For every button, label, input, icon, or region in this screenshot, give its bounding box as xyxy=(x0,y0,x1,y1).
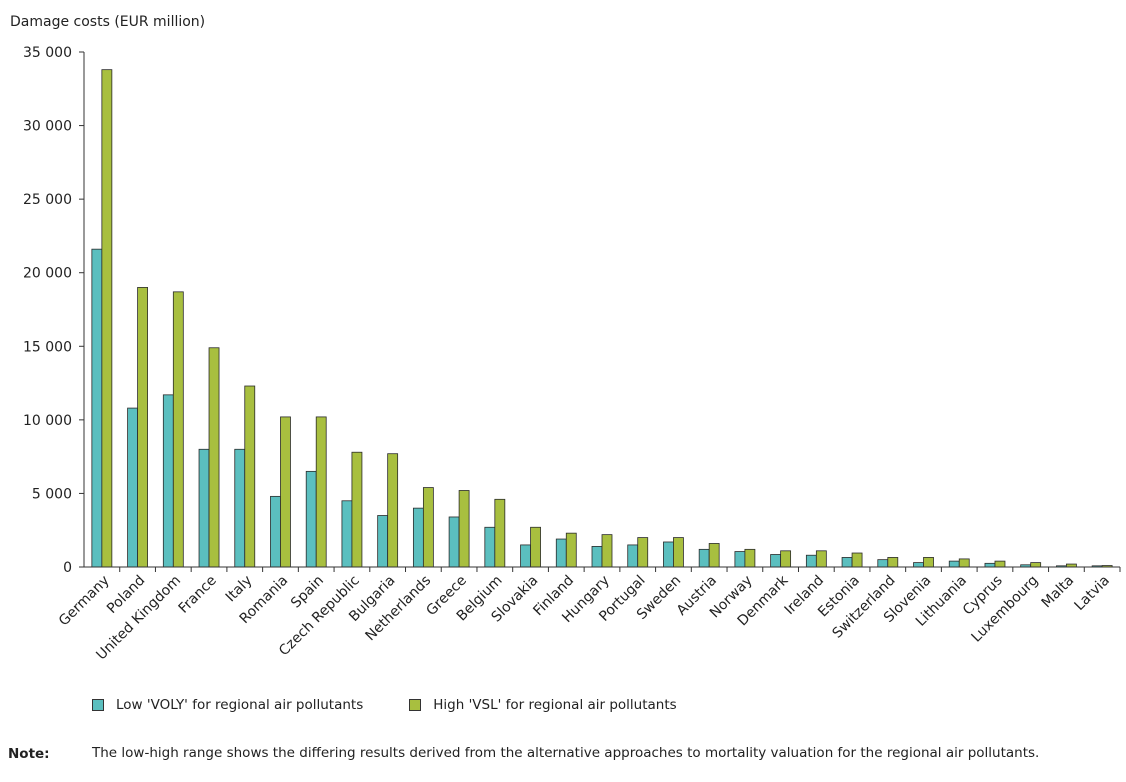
y-tick-label: 15 000 xyxy=(23,339,72,355)
bar-high xyxy=(351,451,363,568)
bar-low xyxy=(127,407,138,568)
note-label: Note: xyxy=(8,746,50,762)
bar-high xyxy=(673,537,684,568)
bar-high xyxy=(315,416,327,568)
bar-high xyxy=(923,557,934,568)
legend-label-high: High 'VSL' for regional air pollutants xyxy=(433,697,677,713)
y-tick-label: 30 000 xyxy=(23,119,72,135)
legend-swatch-high xyxy=(409,699,422,711)
bar-low xyxy=(877,559,889,568)
bar-high xyxy=(708,543,720,568)
bar-low xyxy=(698,548,710,568)
note-text: The low-high range shows the differing r… xyxy=(92,745,1040,761)
bar-high xyxy=(208,347,220,568)
bar-low xyxy=(841,557,853,568)
bar-high xyxy=(458,490,470,568)
legend-swatch-low xyxy=(92,699,104,711)
bar-high xyxy=(744,548,756,568)
bar-low xyxy=(913,562,924,568)
bar-low xyxy=(805,554,817,568)
bar-low xyxy=(555,538,567,568)
bar-high xyxy=(101,69,113,568)
y-tick-label: 10 000 xyxy=(23,413,72,429)
legend-item-low: Low 'VOLY' for regional air pollutants xyxy=(92,697,363,713)
bar-low xyxy=(770,554,782,568)
bar-high xyxy=(244,385,256,568)
bar-low xyxy=(198,448,210,568)
bar-low xyxy=(270,495,281,568)
y-tick-label: 20 000 xyxy=(23,266,72,282)
y-axis: 0 5 000 10 000 15 000 20 000 25 000 30 000 35 0… xyxy=(23,45,85,576)
bar-low xyxy=(663,541,674,568)
x-tick-label: Latvia xyxy=(1072,573,1113,614)
bar-high xyxy=(994,560,1006,568)
bar-high xyxy=(494,498,506,568)
y-tick-label: 5 000 xyxy=(32,486,72,502)
bar-high xyxy=(851,552,863,568)
bar-high xyxy=(601,534,613,568)
x-tick-label: Germany xyxy=(56,573,113,630)
legend-label-low: Low 'VOLY' for regional air pollutants xyxy=(116,697,364,713)
bar-high xyxy=(1030,562,1042,568)
bar-high xyxy=(565,532,577,568)
bar-high xyxy=(280,416,291,568)
bar-low xyxy=(412,507,424,568)
bar-low xyxy=(377,515,389,568)
x-tick-label: France xyxy=(176,573,220,617)
bar-high xyxy=(172,291,184,568)
bar-high xyxy=(137,287,148,568)
y-tick-label: 0 xyxy=(63,560,72,576)
bar-low xyxy=(91,248,103,568)
y-tick-label: 35 000 xyxy=(23,45,72,61)
bar-high xyxy=(958,558,970,568)
bar-chart: Damage costs (EUR million) 0 5 000 10 000 1… xyxy=(10,14,1121,663)
bars-group xyxy=(91,69,1113,568)
bar-high xyxy=(780,550,792,568)
bar-high xyxy=(637,537,649,568)
bar-low xyxy=(234,448,246,568)
bar-high xyxy=(387,453,399,568)
bar-low xyxy=(484,526,496,568)
legend: Low 'VOLY' for regional air pollutants H… xyxy=(92,697,723,713)
y-tick-label: 25 000 xyxy=(23,192,72,208)
bar-low xyxy=(627,544,639,568)
legend-item-high: High 'VSL' for regional air pollutants xyxy=(409,697,677,713)
bar-low xyxy=(591,546,603,568)
bar-high xyxy=(887,557,899,568)
x-tick-label: Italy xyxy=(223,573,256,606)
x-tick-label: Malta xyxy=(1039,573,1078,612)
bar-high xyxy=(422,487,434,568)
y-axis-label: Damage costs (EUR million) xyxy=(10,14,205,30)
bar-low xyxy=(984,562,996,568)
bar-low xyxy=(448,516,460,568)
bar-high xyxy=(530,526,541,568)
bar-low xyxy=(948,560,960,568)
bar-low xyxy=(162,394,174,568)
bar-low xyxy=(305,470,317,568)
bar-high xyxy=(815,550,827,568)
bar-low xyxy=(734,551,746,568)
note: Note: The low-high range shows the diffe… xyxy=(8,745,1123,763)
bar-low xyxy=(341,500,353,568)
bar-low xyxy=(520,544,531,568)
